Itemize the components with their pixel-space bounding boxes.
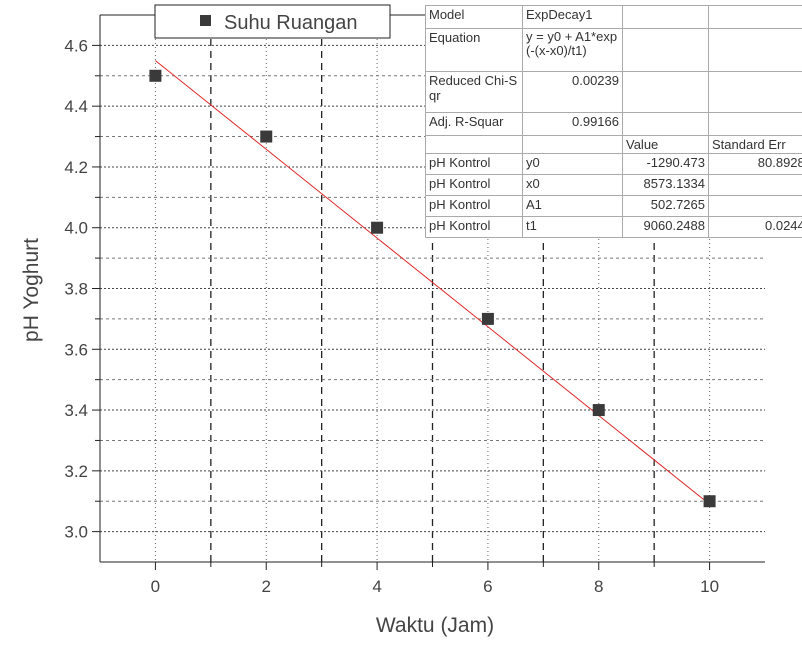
- fit-line: [155, 60, 710, 505]
- table-cell: [622, 71, 709, 113]
- table-cell: Model: [425, 5, 523, 29]
- table-cell: [425, 135, 523, 154]
- table-cell: [522, 135, 623, 154]
- y-tick-label: 3.8: [64, 280, 88, 299]
- table-cell: [708, 71, 802, 113]
- data-point: [703, 495, 716, 508]
- table-cell: y = y0 + A1*exp(-(x-x0)/t1): [522, 28, 623, 72]
- y-axis-label: pH Yoghurt: [20, 238, 43, 342]
- x-axis-label: Waktu (Jam): [376, 614, 494, 637]
- data-point: [592, 404, 605, 417]
- data-point: [260, 130, 273, 143]
- table-row: Equation y = y0 + A1*exp(-(x-x0)/t1): [425, 28, 802, 72]
- x-tick-label: 10: [700, 577, 719, 596]
- data-point: [371, 221, 384, 234]
- table-cell: --: [708, 174, 802, 196]
- table-cell: x0: [522, 174, 623, 196]
- table-cell: 0.00239: [522, 71, 623, 113]
- results-table: Model ExpDecay1 Equation y = y0 + A1*exp(-(…: [425, 5, 802, 238]
- table-cell: -1290.473: [622, 153, 709, 175]
- table-cell: [708, 112, 802, 136]
- table-cell: Standard Err: [708, 135, 802, 154]
- table-cell: 502.7265: [622, 195, 709, 217]
- table-cell: Adj. R-Squar: [425, 112, 523, 136]
- table-cell: 9060.2488: [622, 216, 709, 238]
- y-tick-label: 4.6: [64, 36, 88, 55]
- table-cell: [622, 28, 709, 72]
- table-cell: pH Kontrol: [425, 195, 523, 217]
- table-cell: [708, 5, 802, 29]
- y-tick-label: 4.4: [64, 97, 88, 116]
- table-cell: Equation: [425, 28, 523, 72]
- y-tick-label: 3.4: [64, 401, 88, 420]
- equation-text: y = y0 + A1*exp(-(x-x0)/t1): [526, 30, 618, 58]
- table-row: Model ExpDecay1: [425, 5, 802, 29]
- table-cell: [622, 5, 709, 29]
- y-tick-label: 4.2: [64, 158, 88, 177]
- x-tick-label: 2: [262, 577, 271, 596]
- table-cell: --: [708, 195, 802, 217]
- legend-label: Suhu Ruangan: [224, 12, 357, 34]
- table-cell: Reduced Chi-Sqr: [425, 71, 523, 113]
- y-tick-label: 4.0: [64, 219, 88, 238]
- x-tick-label: 8: [594, 577, 603, 596]
- table-cell: pH Kontrol: [425, 153, 523, 175]
- table-cell: [622, 112, 709, 136]
- table-cell: y0: [522, 153, 623, 175]
- x-tick-label: 4: [372, 577, 381, 596]
- table-cell: 0.02445: [708, 216, 802, 238]
- legend-box: [154, 4, 391, 39]
- table-cell: Value: [622, 135, 709, 154]
- table-cell: 8573.1334: [622, 174, 709, 196]
- table-cell: pH Kontrol: [425, 216, 523, 238]
- data-point: [149, 69, 162, 82]
- y-tick-label: 3.0: [64, 523, 88, 542]
- table-cell: t1: [522, 216, 623, 238]
- y-tick-label: 3.2: [64, 462, 88, 481]
- table-cell: 80.89281: [708, 153, 802, 175]
- table-cell: pH Kontrol: [425, 174, 523, 196]
- legend-marker: [200, 15, 211, 26]
- x-tick-label: 6: [483, 577, 492, 596]
- table-row: Value Standard Err: [425, 135, 802, 154]
- table-row: Adj. R-Squar 0.99166: [425, 112, 802, 136]
- table-row: Reduced Chi-Sqr 0.00239: [425, 71, 802, 113]
- table-cell: ExpDecay1: [522, 5, 623, 29]
- table-cell: A1: [522, 195, 623, 217]
- data-point: [481, 312, 494, 325]
- x-tick-label: 0: [151, 577, 160, 596]
- y-tick-label: 3.6: [64, 340, 88, 359]
- fit-table: Model ExpDecay1 Equation y = y0 + A1*exp(-(…: [425, 5, 802, 238]
- table-cell: [708, 28, 802, 72]
- table-cell: 0.99166: [522, 112, 623, 136]
